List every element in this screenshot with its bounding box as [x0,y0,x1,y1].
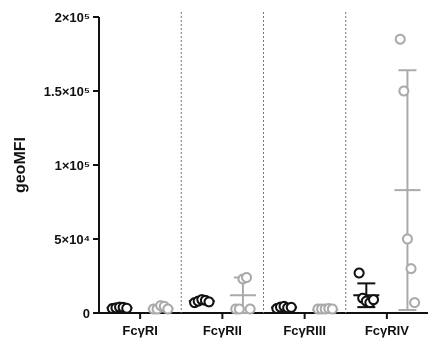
data-point [203,296,215,308]
data-point [233,303,245,315]
x-tick-label: FcγRIII [283,323,326,338]
y-tick-label: 1×10⁵ [55,158,90,173]
category-separators [180,12,347,313]
data-marks [106,33,421,315]
y-ticks: 0 5×10⁴ 1×10⁵ 1.5×10⁵ 2×10⁵ [44,10,99,321]
data-point [244,303,256,315]
data-point [398,85,410,97]
y-tick-label: 1.5×10⁵ [44,84,90,99]
data-point [285,301,297,313]
data-point [401,233,413,245]
x-tick-label: FcγRI [122,323,157,338]
data-point [121,302,133,314]
data-point [368,294,380,306]
data-point [326,303,338,315]
data-point [241,271,253,283]
y-tick-label: 2×10⁵ [55,10,90,25]
data-point [353,267,365,279]
data-point [409,297,421,309]
y-axis-label: geoMFI [12,137,29,193]
y-tick-label: 5×10⁴ [54,232,90,247]
x-tick-labels: FcγRI FcγRII FcγRIII FcγRIV [122,313,409,338]
data-point [394,33,406,45]
x-tick-label: FcγRII [203,323,242,338]
data-point [162,303,174,315]
y-tick-label: 0 [83,306,90,321]
data-point [405,263,417,275]
x-tick-label: FcγRIV [365,323,409,338]
